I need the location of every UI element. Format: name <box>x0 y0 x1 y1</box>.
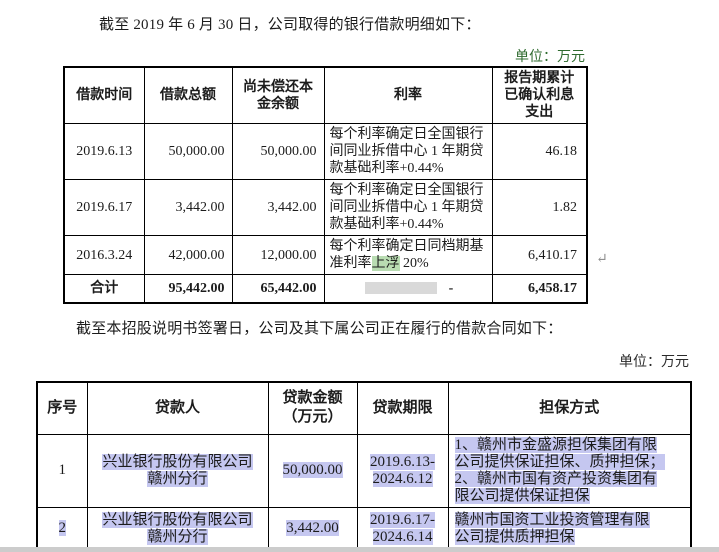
table1-header-row: 借款时间 借款总额 尚未偿还本金余额 利率 报告期累计已确认利息支出 <box>63 66 588 124</box>
intro-paragraph-bank-loans: 截至 2019 年 6 月 30 日，公司取得的银行借款明细如下： <box>99 17 481 33</box>
table1-header-interest-rate: 利率 <box>323 66 493 124</box>
loan-date: 2019.6.13 <box>63 123 145 180</box>
table2-header-row: 序号 贷款人 贷款金额（万元） 贷款期限 担保方式 <box>36 381 692 435</box>
interest-rate-text: 每个利率确定日同档期基准利率上浮 20% <box>323 235 493 275</box>
guarantee-line: 1、赣州市金盛源担保集团有限 <box>454 436 658 453</box>
table1-header-confirmed-interest: 报告期累计已确认利息支出 <box>491 66 588 124</box>
total-interest: 6,458.17 <box>491 274 588 303</box>
lender-line: 赣州分行 <box>147 528 208 545</box>
lender-line: 兴业银行股份有限公司 <box>102 511 253 528</box>
table1-header-loan-total: 借款总额 <box>143 66 233 124</box>
loan-total: 3,442.00 <box>143 179 233 236</box>
guarantee-line: 2、赣州市国有资产投资集团有 <box>454 470 658 487</box>
loan-contract-table: 序号 贷款人 贷款金额（万元） 贷款期限 担保方式 1 兴业银行股份有限公司 赣… <box>36 381 692 552</box>
loan-date: 2016.3.24 <box>63 235 145 275</box>
lender-line: 赣州分行 <box>147 470 208 487</box>
table1-header-loan-date: 借款时间 <box>63 66 145 124</box>
table2-row-1: 1 兴业银行股份有限公司 赣州分行 50,000.00 2019.6.13- 2… <box>36 433 692 508</box>
loan-amount-value: 3,442.00 <box>286 520 339 537</box>
outstanding-principal: 50,000.00 <box>231 123 325 180</box>
table2-header-guarantee: 担保方式 <box>447 381 692 435</box>
lender-name: 兴业银行股份有限公司 赣州分行 <box>86 506 269 552</box>
row-number-value: 2 <box>58 520 66 537</box>
rate-text-highlighted: 上浮 <box>371 256 400 271</box>
table1-header-outstanding-principal: 尚未偿还本金余额 <box>231 66 325 124</box>
total-rate-dash: - <box>448 280 454 296</box>
total-label: 合计 <box>63 274 145 303</box>
guarantee-line: 公司提供保证担保、质押担保； <box>454 453 665 470</box>
table2-header-lender: 贷款人 <box>86 381 269 435</box>
term-line: 2019.6.17- <box>370 511 435 528</box>
lender-line: 兴业银行股份有限公司 <box>102 453 253 470</box>
term-line: 2024.6.14 <box>372 528 433 545</box>
guarantee-line: 赣州市国资工业投资管理有限 <box>454 511 650 528</box>
rate-text-post: 20% <box>399 256 429 271</box>
lender-name: 兴业银行股份有限公司 赣州分行 <box>86 433 269 508</box>
loan-term: 2019.6.17- 2024.6.14 <box>356 506 449 552</box>
term-line: 2019.6.13- <box>370 453 435 470</box>
confirmed-interest: 46.18 <box>491 123 588 180</box>
rate-text-pre: 每个利率确定日同档期基准利率 <box>329 239 484 271</box>
term-line: 2024.6.12 <box>372 470 433 487</box>
outstanding-principal: 3,442.00 <box>231 179 325 236</box>
row-number: 1 <box>36 433 88 508</box>
bank-loan-detail-table: 借款时间 借款总额 尚未偿还本金余额 利率 报告期累计已确认利息支出 2019.… <box>63 66 588 304</box>
guarantee-line: 限公司提供保证担保 <box>454 487 590 504</box>
intro-paragraph-loan-contracts: 截至本招股说明书签署日，公司及其下属公司正在履行的借款合同如下： <box>76 321 563 337</box>
total-rate-cell: - <box>323 274 493 303</box>
unit-label-table1: 单位：万元 <box>515 50 585 65</box>
table2-header-amount: 贷款金额（万元） <box>267 381 358 435</box>
table1-row-3: 2016.3.24 42,000.00 12,000.00 每个利率确定日同档期… <box>63 235 588 275</box>
loan-amount-value: 50,000.00 <box>282 462 343 478</box>
loan-amount: 50,000.00 <box>267 433 358 508</box>
unit-label-table2: 单位：万元 <box>619 355 689 370</box>
loan-term: 2019.6.13- 2024.6.12 <box>356 433 449 508</box>
interest-rate-text: 每个利率确定日全国银行间同业拆借中心 1 年期贷款基础利率+0.44% <box>323 179 493 236</box>
guarantee-method: 1、赣州市金盛源担保集团有限 公司提供保证担保、质押担保； 2、赣州市国有资产投… <box>447 433 692 508</box>
outstanding-principal: 12,000.00 <box>231 235 325 275</box>
loan-date: 2019.6.17 <box>63 179 145 236</box>
guarantee-method: 赣州市国资工业投资管理有限 公司提供质押担保 <box>447 506 692 552</box>
loan-total: 50,000.00 <box>143 123 233 180</box>
table2-row-2: 2 兴业银行股份有限公司 赣州分行 3,442.00 2019.6.17- 20… <box>36 506 692 552</box>
confirmed-interest: 1.82 <box>491 179 588 236</box>
table1-row-2: 2019.6.17 3,442.00 3,442.00 每个利率确定日全国银行间… <box>63 179 588 236</box>
loan-total: 42,000.00 <box>143 235 233 275</box>
table2-header-no: 序号 <box>36 381 88 435</box>
total-outstanding: 65,442.00 <box>231 274 325 303</box>
page-bottom-edge <box>0 547 719 552</box>
total-loan-amount: 95,442.00 <box>143 274 233 303</box>
table1-total-row: 合计 95,442.00 65,442.00 - 6,458.17 <box>63 274 588 303</box>
guarantee-line: 公司提供质押担保 <box>454 528 575 545</box>
highlight-artifact-box <box>364 282 437 295</box>
table2-header-term: 贷款期限 <box>356 381 449 435</box>
confirmed-interest: 6,410.17 <box>491 235 588 275</box>
loan-amount: 3,442.00 <box>267 506 358 552</box>
paragraph-return-mark-icon: ↵ <box>596 252 608 267</box>
table1-row-1: 2019.6.13 50,000.00 50,000.00 每个利率确定日全国银… <box>63 123 588 180</box>
row-number: 2 <box>36 506 88 552</box>
interest-rate-text: 每个利率确定日全国银行间同业拆借中心 1 年期贷款基础利率+0.44% <box>323 123 493 180</box>
